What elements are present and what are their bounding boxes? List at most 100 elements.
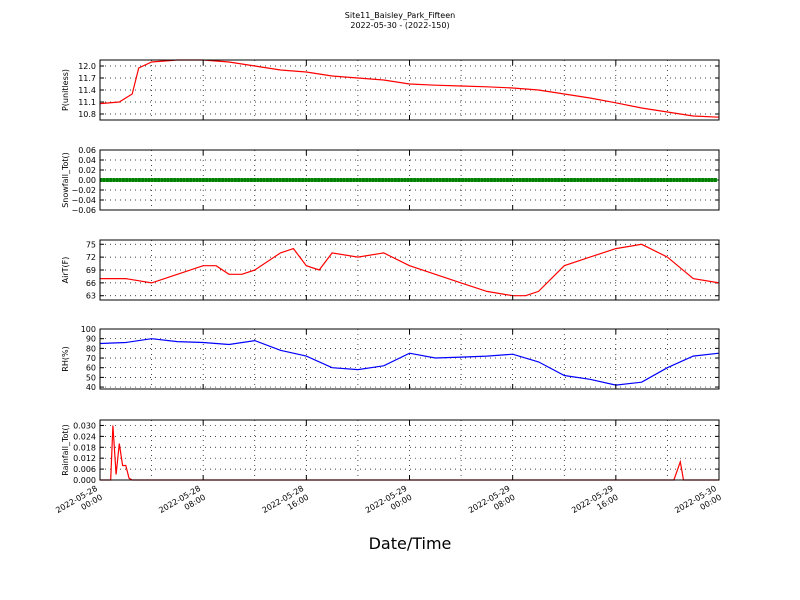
data-point xyxy=(592,178,596,182)
data-point xyxy=(489,178,493,182)
series-line xyxy=(99,338,720,386)
data-point xyxy=(275,178,279,182)
data-point xyxy=(134,178,138,182)
data-point xyxy=(582,178,586,182)
chart-subtitle: 2022-05-30 - (2022-150) xyxy=(350,21,450,30)
data-point xyxy=(640,178,644,182)
data-point xyxy=(294,178,298,182)
data-point xyxy=(701,178,705,182)
data-point xyxy=(429,178,433,182)
y-tick-label: 0.012 xyxy=(73,454,96,463)
data-point xyxy=(179,178,183,182)
data-point xyxy=(387,178,391,182)
data-point xyxy=(345,178,349,182)
x-tick-label: 2022-05-2900:00 xyxy=(364,484,414,524)
data-point xyxy=(707,178,711,182)
data-point xyxy=(573,178,577,182)
data-point xyxy=(534,178,538,182)
x-tick-label: 2022-05-2816:00 xyxy=(261,484,311,524)
series-line xyxy=(100,243,720,297)
data-point xyxy=(118,178,122,182)
data-point xyxy=(473,178,477,182)
data-point xyxy=(272,178,276,182)
data-point xyxy=(515,178,519,182)
data-point xyxy=(630,178,634,182)
data-point xyxy=(560,178,564,182)
data-point xyxy=(230,178,234,182)
data-point xyxy=(352,178,356,182)
data-point xyxy=(633,178,637,182)
data-point xyxy=(288,178,292,182)
data-point xyxy=(358,178,362,182)
y-tick-label: 0.006 xyxy=(73,465,96,474)
data-point xyxy=(704,178,708,182)
data-point xyxy=(329,178,333,182)
data-point xyxy=(109,178,113,182)
data-point xyxy=(131,178,135,182)
y-tick-label: 70 xyxy=(86,354,96,363)
y-axis-label: RH(%) xyxy=(61,346,70,371)
data-point xyxy=(409,178,413,182)
data-point xyxy=(390,178,394,182)
data-point xyxy=(477,178,481,182)
data-point xyxy=(189,178,193,182)
data-point xyxy=(454,178,458,182)
data-point xyxy=(467,178,471,182)
y-tick-label: 72 xyxy=(86,253,96,262)
data-point xyxy=(211,178,215,182)
y-tick-label: 69 xyxy=(86,266,96,275)
data-point xyxy=(499,178,503,182)
data-point xyxy=(493,178,497,182)
data-point xyxy=(195,178,199,182)
data-point xyxy=(249,178,253,182)
data-point xyxy=(608,178,612,182)
data-point xyxy=(201,178,205,182)
data-point xyxy=(576,178,580,182)
x-tick-label: 2022-05-2808:00 xyxy=(157,484,207,524)
y-axis-label: P(unitless) xyxy=(61,69,70,111)
data-point xyxy=(617,178,621,182)
data-point xyxy=(400,178,404,182)
data-point xyxy=(553,178,557,182)
data-point xyxy=(512,178,516,182)
data-point xyxy=(307,178,311,182)
data-point xyxy=(643,178,647,182)
y-axis-label: Rainfall_Tot() xyxy=(61,424,70,476)
data-point xyxy=(566,178,570,182)
data-point xyxy=(240,178,244,182)
y-tick-label: 12.0 xyxy=(78,62,96,71)
series-line xyxy=(100,425,719,481)
data-point xyxy=(246,178,250,182)
data-point xyxy=(438,178,442,182)
data-point xyxy=(531,178,535,182)
x-tick-label: 2022-05-2908:00 xyxy=(467,484,517,524)
x-tick-label: 2022-05-2916:00 xyxy=(570,484,620,524)
data-point xyxy=(137,178,141,182)
data-point xyxy=(265,178,269,182)
data-point xyxy=(253,178,257,182)
data-point xyxy=(710,178,714,182)
data-point xyxy=(153,178,157,182)
y-axis-label: Snowfall_Tot() xyxy=(61,152,70,208)
data-point xyxy=(678,178,682,182)
data-point xyxy=(323,178,327,182)
data-point xyxy=(528,178,532,182)
data-point xyxy=(349,178,353,182)
data-point xyxy=(502,178,506,182)
data-point xyxy=(649,178,653,182)
data-point xyxy=(192,178,196,182)
data-point xyxy=(147,178,151,182)
data-point xyxy=(278,178,282,182)
data-point xyxy=(150,178,154,182)
data-point xyxy=(505,178,509,182)
data-point xyxy=(144,178,148,182)
data-point xyxy=(637,178,641,182)
data-point xyxy=(451,178,455,182)
data-point xyxy=(381,178,385,182)
data-point xyxy=(317,178,321,182)
y-tick-label: 0.000 xyxy=(73,476,96,485)
data-point xyxy=(326,178,330,182)
data-point xyxy=(205,178,209,182)
data-point xyxy=(393,178,397,182)
